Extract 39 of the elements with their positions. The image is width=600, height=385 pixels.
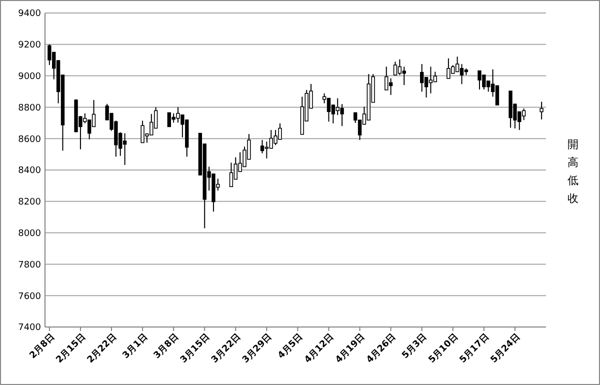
candlestick	[388, 78, 393, 96]
candlestick	[340, 104, 344, 127]
y-tick-label: 8200	[18, 198, 42, 208]
candlestick	[455, 56, 460, 72]
candlestick	[460, 64, 464, 85]
candlestick	[446, 58, 450, 79]
x-tick-label: 5月24日	[488, 332, 522, 366]
y-tick-label: 8800	[18, 103, 42, 114]
text: 開高低收	[568, 138, 578, 205]
x-tick-label: 3月1日	[120, 332, 150, 361]
y-tick-label: 8600	[18, 134, 42, 145]
candlestick	[260, 140, 264, 154]
candlestick	[495, 85, 500, 106]
candlestick	[384, 66, 388, 90]
candlestick	[540, 101, 544, 120]
candlestick	[402, 66, 406, 86]
x-tick-label: 3月8日	[152, 332, 181, 361]
y-tick-label: 9000	[18, 72, 42, 82]
x-tick-label: 3月22日	[209, 332, 243, 366]
candlestick	[420, 64, 424, 92]
y-tick-label: 9400	[18, 9, 42, 20]
candlestick	[433, 71, 437, 82]
candlestick	[393, 61, 398, 76]
x-tick-label: 2月22日	[85, 332, 119, 366]
candlestick	[398, 58, 402, 76]
y-tick-label: 7800	[18, 260, 42, 270]
y-tick-label: 7400	[18, 323, 42, 334]
x-tick-label: 3月29日	[240, 332, 274, 366]
y-tick-label: 9200	[18, 40, 42, 51]
y-tick-label: 7600	[18, 292, 42, 302]
candlestick	[522, 108, 526, 121]
candlestick	[229, 162, 234, 188]
x-tick-label: 2月8日	[27, 332, 57, 361]
x-tick-label: 3月15日	[178, 332, 212, 366]
x-tick-label: 2月15日	[54, 332, 88, 366]
y-tick-label: 8000	[18, 228, 42, 239]
candlestick	[326, 98, 331, 122]
candlestick	[428, 66, 433, 94]
y-tick-label: 8400	[18, 166, 42, 176]
